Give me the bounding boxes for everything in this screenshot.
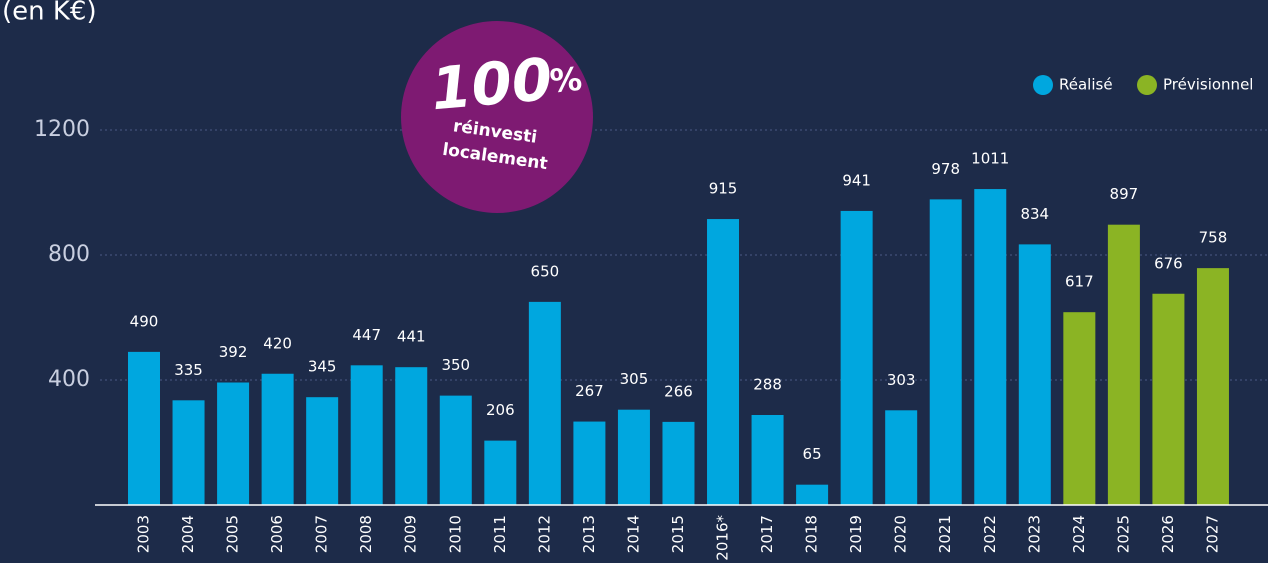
y-tick-label: 800 <box>48 242 90 267</box>
x-tick-label: 2017 <box>758 515 776 553</box>
data-label: 897 <box>1110 185 1139 203</box>
bar <box>261 373 294 505</box>
data-label: 65 <box>803 445 822 463</box>
legend-swatch <box>1137 75 1157 95</box>
bar <box>484 440 517 505</box>
x-tick-label: 2005 <box>224 515 242 553</box>
x-tick-label: 2006 <box>268 515 286 553</box>
legend-swatch <box>1033 75 1053 95</box>
bar <box>885 410 918 505</box>
x-tick-label: 2022 <box>981 515 999 553</box>
badge-number: 100 <box>428 45 555 123</box>
y-tick-label: 1200 <box>34 117 90 142</box>
bar <box>796 484 829 505</box>
bar <box>1018 244 1051 505</box>
x-tick-label: 2023 <box>1025 515 1043 553</box>
legend-label: Prévisionnel <box>1163 76 1253 94</box>
bar <box>617 409 650 505</box>
bar <box>573 421 606 505</box>
x-tick-label: 2021 <box>936 515 954 553</box>
x-tick-label: 2012 <box>535 515 553 553</box>
data-label: 350 <box>441 356 470 374</box>
bar <box>1196 268 1229 505</box>
data-label: 345 <box>308 358 337 376</box>
x-tick-label: 2018 <box>803 515 821 553</box>
data-label: 288 <box>753 376 782 394</box>
bar <box>1107 224 1140 505</box>
x-tick-label: 2010 <box>446 515 464 553</box>
bar <box>306 397 339 505</box>
data-label: 441 <box>397 328 426 346</box>
x-tick-label: 2026 <box>1159 515 1177 553</box>
data-label: 392 <box>219 343 248 361</box>
bar <box>662 421 695 505</box>
x-tick-label: 2016* <box>714 515 732 561</box>
bar <box>1152 293 1185 505</box>
bar <box>528 301 561 505</box>
x-tick-label: 2003 <box>135 515 153 553</box>
data-label: 266 <box>664 382 693 400</box>
x-tick-label: 2007 <box>313 515 331 553</box>
x-tick-label: 2015 <box>669 515 687 553</box>
x-tick-label: 2025 <box>1114 515 1132 553</box>
x-tick-label: 2013 <box>580 515 598 553</box>
data-label: 447 <box>352 326 381 344</box>
data-label: 335 <box>174 361 203 379</box>
data-label: 650 <box>531 262 560 280</box>
data-label: 490 <box>130 312 159 330</box>
y-tick-label: 400 <box>48 367 90 392</box>
x-tick-label: 2004 <box>179 515 197 553</box>
data-label: 941 <box>842 171 871 189</box>
bar <box>974 189 1007 505</box>
bar <box>1063 312 1096 505</box>
x-tick-label: 2024 <box>1070 515 1088 553</box>
bar <box>840 210 873 505</box>
chart-title: (en K€) <box>2 0 97 27</box>
data-label: 978 <box>931 160 960 178</box>
bar <box>128 351 160 505</box>
badge-unit: % <box>548 60 583 101</box>
bar <box>929 199 962 505</box>
data-label: 305 <box>620 370 649 388</box>
badge <box>401 21 593 213</box>
x-tick-label: 2027 <box>1203 515 1221 553</box>
x-tick-label: 2020 <box>892 515 910 553</box>
bar <box>439 395 472 505</box>
bar <box>217 382 250 505</box>
bar <box>751 415 784 505</box>
data-label: 420 <box>263 334 292 352</box>
data-label: 267 <box>575 382 604 400</box>
x-tick-label: 2008 <box>357 515 375 553</box>
x-tick-label: 2014 <box>624 515 642 553</box>
bar <box>707 219 740 505</box>
data-label: 915 <box>709 180 738 198</box>
data-label: 758 <box>1199 229 1228 247</box>
x-tick-label: 2009 <box>402 515 420 553</box>
bar <box>172 400 205 505</box>
bar <box>350 365 383 505</box>
data-label: 303 <box>887 371 916 389</box>
x-tick-label: 2011 <box>491 515 509 553</box>
data-label: 1011 <box>971 150 1009 168</box>
legend-label: Réalisé <box>1059 76 1113 94</box>
data-label: 676 <box>1154 254 1183 272</box>
data-label: 617 <box>1065 273 1094 291</box>
bar <box>395 367 428 505</box>
data-label: 834 <box>1020 205 1049 223</box>
data-label: 206 <box>486 401 515 419</box>
x-tick-label: 2019 <box>847 515 865 553</box>
